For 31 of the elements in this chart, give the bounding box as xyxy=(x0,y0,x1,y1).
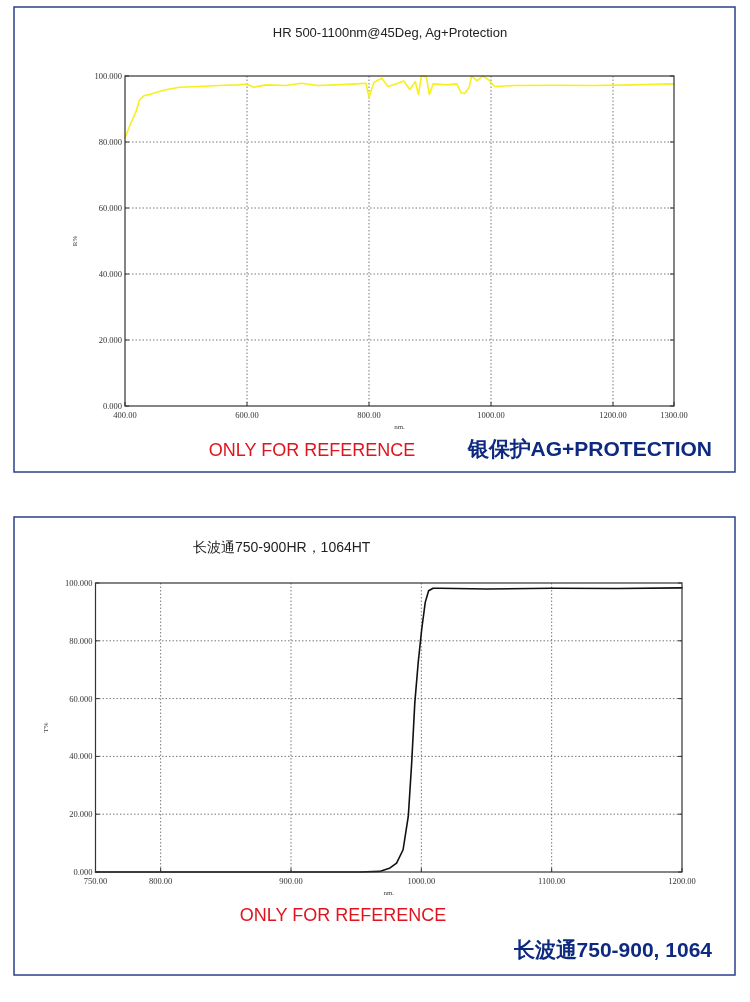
x-tick-label: 800.00 xyxy=(148,876,173,886)
line-series xyxy=(124,75,675,139)
text: ONLY FOR REFERENCE xyxy=(239,905,447,925)
text: 银保护AG+PROTECTION xyxy=(466,437,712,460)
x-tick-label: 1200.00 xyxy=(599,410,627,420)
chart-title: 长波通750-900HR，1064HT xyxy=(193,539,371,555)
y-tick-label: 0.000 xyxy=(102,401,122,411)
y-tick-label: 0.000 xyxy=(73,867,93,877)
x-tick-label: 1000.00 xyxy=(407,876,436,886)
y-tick-label: 20.000 xyxy=(98,335,122,345)
x-tick-label: 1100.00 xyxy=(538,876,566,886)
y-tick-label: 60.000 xyxy=(69,693,93,704)
text: 长波通750-900, 1064 xyxy=(512,938,713,961)
chart-title: HR 500-1100nm@45Deg, Ag+Protection xyxy=(272,25,508,40)
x-tick-label: 600.00 xyxy=(235,410,259,420)
y-tick-label: 100.000 xyxy=(64,578,93,588)
y-tick-label: 100.000 xyxy=(94,71,122,81)
x-tick-label: 900.00 xyxy=(279,876,303,886)
y-tick-label: 60.000 xyxy=(98,203,122,213)
x-tick-label: 1200.00 xyxy=(668,876,696,886)
y-tick-label: 20.000 xyxy=(69,809,93,820)
x-tick-label: 400.00 xyxy=(113,410,137,420)
x-tick-label: 800.00 xyxy=(357,410,381,420)
y-tick-label: 40.000 xyxy=(98,269,122,279)
x-tick-label: 750.00 xyxy=(83,876,108,886)
y-tick-label: 80.000 xyxy=(69,635,93,646)
text: ONLY FOR REFERENCE xyxy=(208,440,416,460)
y-tick-label: 80.000 xyxy=(98,137,122,147)
x-tick-label: 1000.00 xyxy=(477,410,505,420)
y-tick-label: 40.000 xyxy=(69,751,93,762)
x-tick-label: 1300.00 xyxy=(660,410,688,420)
